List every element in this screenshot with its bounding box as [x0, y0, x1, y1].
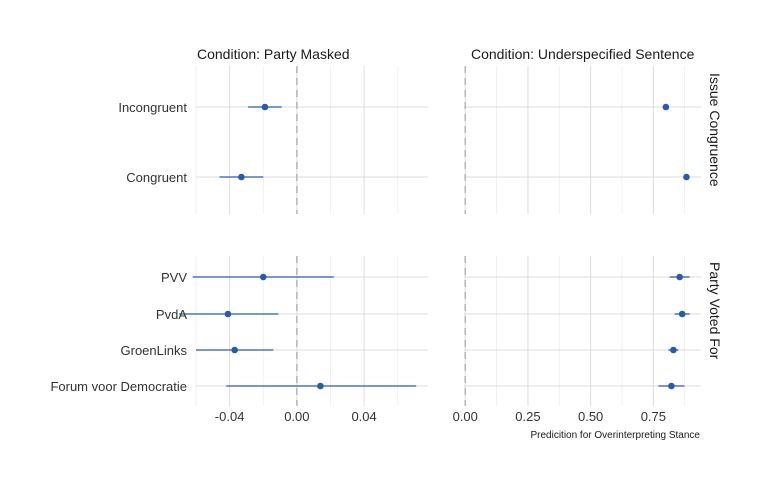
category-label: PvdA: [156, 307, 187, 322]
row-strip-issue-congruence: Issue Congruence: [707, 73, 723, 187]
category-label: Congruent: [126, 170, 187, 185]
panel-r0-c1: [464, 66, 701, 214]
point-estimate: [662, 103, 670, 111]
category-label: Forum voor Democratie: [50, 379, 187, 394]
x-axis-title: Predicition for Overinterpreting Stance: [530, 430, 700, 441]
x-axis-ticks: -0.04 0.00 0.04 0.00 0.25 0.50 0.75: [215, 409, 666, 424]
point-estimate: [317, 382, 324, 390]
point-estimate: [259, 273, 267, 281]
point-estimate: [670, 346, 677, 354]
category-label: GroenLinks: [121, 343, 188, 358]
x-tick-label: 0.00: [284, 409, 309, 424]
panel-r1-c1: [464, 256, 701, 406]
point-estimate: [668, 382, 675, 390]
point-estimate: [676, 273, 683, 281]
panel-r1-c0: [179, 256, 428, 406]
category-label: Incongruent: [118, 100, 187, 115]
point-estimate: [678, 310, 686, 318]
facet-title-underspecified-sentence: Condition: Underspecified Sentence: [471, 46, 695, 62]
point-estimate: [683, 173, 690, 181]
facet-title-party-masked: Condition: Party Masked: [197, 46, 350, 62]
x-tick-label: 0.04: [351, 409, 376, 424]
x-tick-label: -0.04: [215, 409, 245, 424]
x-tick-label: 0.25: [515, 409, 540, 424]
x-tick-label: 0.75: [641, 409, 666, 424]
point-estimate: [231, 346, 238, 354]
x-tick-label: 0.00: [453, 409, 478, 424]
facet-panels: [179, 66, 701, 406]
category-label: PVV: [161, 270, 187, 285]
category-labels: Incongruent Congruent PVV PvdA GroenLinks For…: [50, 100, 187, 394]
point-estimate: [238, 173, 245, 181]
point-estimate: [261, 103, 269, 111]
point-estimate: [224, 310, 232, 318]
x-tick-label: 0.50: [578, 409, 603, 424]
row-strip-party-voted-for: Party Voted For: [707, 262, 723, 360]
panel-r0-c0: [195, 66, 428, 214]
